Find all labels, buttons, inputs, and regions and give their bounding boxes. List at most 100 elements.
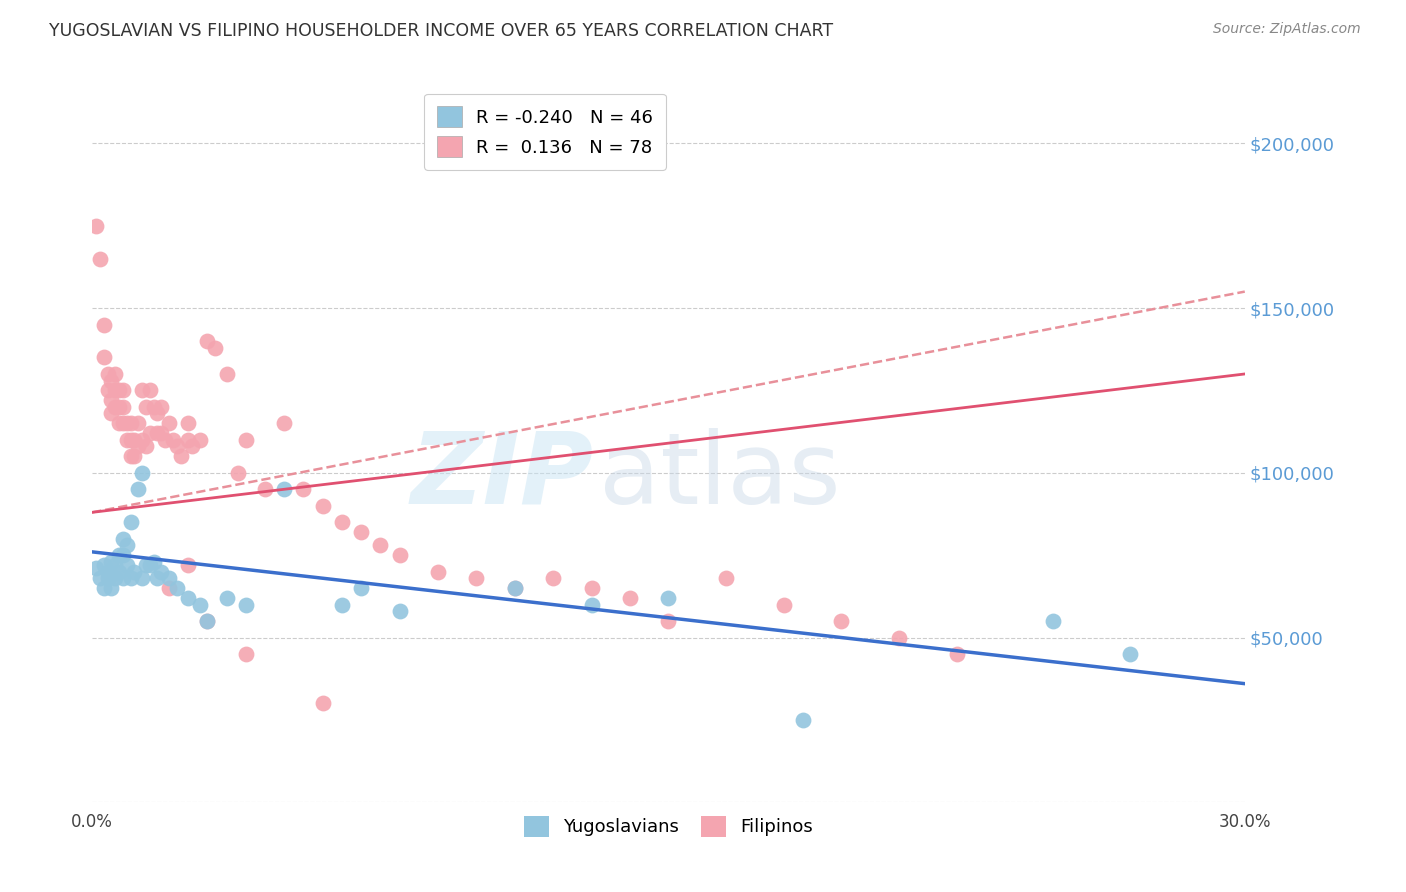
- Point: [139, 426, 162, 441]
- Point: [330, 598, 353, 612]
- Point: [115, 433, 138, 447]
- Point: [96, 565, 118, 579]
- Point: [150, 400, 173, 414]
- Point: [108, 384, 131, 398]
- Point: [124, 450, 146, 464]
- Point: [215, 591, 238, 605]
- Point: [714, 571, 737, 585]
- Point: [188, 598, 211, 612]
- Point: [139, 384, 162, 398]
- Point: [135, 400, 157, 414]
- Point: [111, 548, 134, 562]
- Point: [887, 631, 910, 645]
- Point: [96, 367, 118, 381]
- Point: [197, 614, 219, 628]
- Point: [120, 571, 142, 585]
- Point: [772, 598, 794, 612]
- Point: [370, 538, 392, 552]
- Point: [124, 433, 146, 447]
- Point: [146, 571, 169, 585]
- Point: [135, 439, 157, 453]
- Legend: Yugoslavians, Filipinos: Yugoslavians, Filipinos: [516, 809, 821, 844]
- Point: [1042, 614, 1064, 628]
- Point: [581, 598, 603, 612]
- Point: [127, 417, 149, 431]
- Text: YUGOSLAVIAN VS FILIPINO HOUSEHOLDER INCOME OVER 65 YEARS CORRELATION CHART: YUGOSLAVIAN VS FILIPINO HOUSEHOLDER INCO…: [49, 22, 834, 40]
- Point: [792, 713, 814, 727]
- Point: [226, 466, 249, 480]
- Point: [312, 499, 335, 513]
- Point: [108, 548, 131, 562]
- Point: [177, 433, 200, 447]
- Point: [100, 374, 122, 388]
- Point: [96, 384, 118, 398]
- Point: [120, 433, 142, 447]
- Point: [111, 417, 134, 431]
- Point: [127, 483, 149, 497]
- Point: [111, 571, 134, 585]
- Point: [89, 571, 111, 585]
- Point: [111, 400, 134, 414]
- Point: [162, 433, 184, 447]
- Point: [153, 433, 176, 447]
- Point: [830, 614, 852, 628]
- Point: [350, 581, 373, 595]
- Point: [150, 565, 173, 579]
- Point: [93, 558, 115, 572]
- Point: [388, 548, 411, 562]
- Point: [657, 614, 679, 628]
- Point: [166, 439, 188, 453]
- Point: [131, 384, 153, 398]
- Point: [120, 450, 142, 464]
- Point: [150, 426, 173, 441]
- Point: [84, 219, 107, 233]
- Point: [541, 571, 564, 585]
- Point: [115, 417, 138, 431]
- Point: [115, 558, 138, 572]
- Point: [188, 433, 211, 447]
- Point: [235, 433, 257, 447]
- Text: Source: ZipAtlas.com: Source: ZipAtlas.com: [1213, 22, 1361, 37]
- Point: [104, 558, 127, 572]
- Point: [292, 483, 315, 497]
- Point: [465, 571, 488, 585]
- Point: [146, 426, 169, 441]
- Point: [104, 384, 127, 398]
- Point: [235, 598, 257, 612]
- Point: [204, 341, 226, 355]
- Point: [108, 417, 131, 431]
- Point: [177, 591, 200, 605]
- Point: [127, 439, 149, 453]
- Point: [131, 571, 153, 585]
- Point: [1118, 647, 1140, 661]
- Point: [273, 417, 295, 431]
- Point: [235, 647, 257, 661]
- Point: [104, 367, 127, 381]
- Point: [177, 417, 200, 431]
- Point: [93, 581, 115, 595]
- Point: [157, 417, 180, 431]
- Point: [108, 565, 131, 579]
- Point: [350, 525, 373, 540]
- Point: [96, 571, 118, 585]
- Point: [89, 252, 111, 266]
- Point: [619, 591, 641, 605]
- Point: [273, 483, 295, 497]
- Point: [120, 417, 142, 431]
- Point: [254, 483, 277, 497]
- Point: [181, 439, 204, 453]
- Point: [100, 581, 122, 595]
- Point: [197, 614, 219, 628]
- Point: [100, 555, 122, 569]
- Point: [388, 604, 411, 618]
- Point: [84, 561, 107, 575]
- Point: [330, 515, 353, 529]
- Point: [100, 393, 122, 408]
- Point: [135, 558, 157, 572]
- Point: [157, 571, 180, 585]
- Point: [312, 697, 335, 711]
- Point: [166, 581, 188, 595]
- Point: [131, 433, 153, 447]
- Point: [197, 334, 219, 348]
- Point: [177, 558, 200, 572]
